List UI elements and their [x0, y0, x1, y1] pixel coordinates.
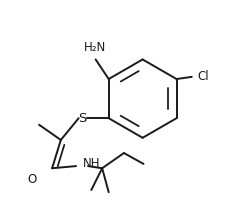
Text: S: S	[78, 112, 87, 125]
Text: H₂N: H₂N	[83, 41, 106, 54]
Text: Cl: Cl	[197, 70, 209, 83]
Text: NH: NH	[82, 157, 100, 170]
Text: O: O	[28, 173, 37, 186]
